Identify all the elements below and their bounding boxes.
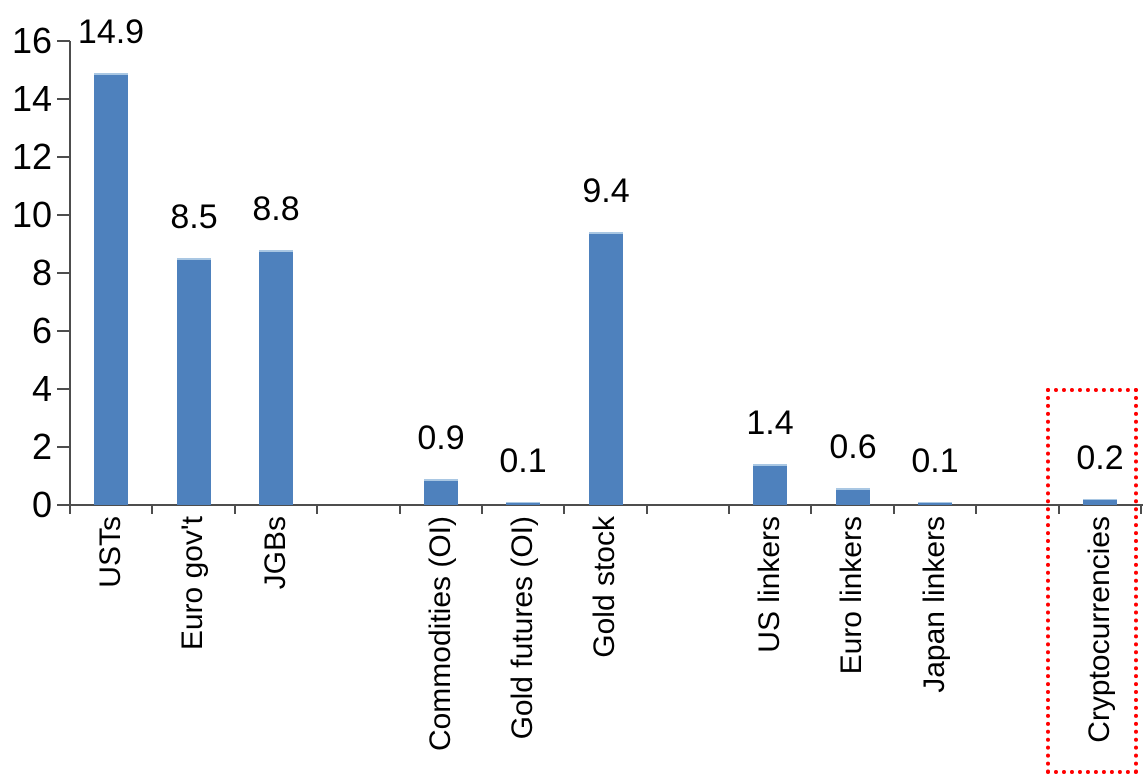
x-axis-tick [892,505,895,514]
x-axis-category-label: US linkers [729,516,811,780]
y-axis-tick [57,156,70,158]
y-axis-line [69,41,71,507]
y-axis-tick-label: 16 [11,20,52,61]
bar-value-label: 1.4 [746,404,794,442]
x-axis-tick [728,505,731,514]
x-axis-category-label-text: Euro gov't [176,516,209,651]
x-axis-tick [316,505,319,514]
x-axis-category-label: Japan linkers [894,516,976,780]
y-axis-tick-label: 10 [11,194,52,235]
bar [753,464,787,505]
y-axis-tick-label: 14 [11,78,52,119]
y-axis-tick [57,214,70,216]
x-axis-tick [151,505,154,514]
y-axis-tick-label: 0 [31,484,52,525]
x-axis-line [69,504,1143,506]
x-axis-category-label: Gold futures (OI) [482,516,564,780]
bar [1083,499,1117,505]
x-axis-tick [1057,505,1060,514]
y-axis-tick [57,446,70,448]
x-axis-tick [1140,505,1142,514]
x-axis-category-label: JGBs [235,516,317,780]
bar-value-label: 0.1 [499,442,547,480]
bar [259,250,293,505]
x-axis-category-label-text: Euro linkers [835,516,868,675]
x-axis-category-label: Euro linkers [811,516,893,780]
bar [836,488,870,505]
x-axis-category-label-text: USTs [94,516,127,588]
x-axis-tick [645,505,648,514]
y-axis-tick [57,504,70,506]
y-axis-tick-label: 4 [31,368,52,409]
x-axis-tick [563,505,566,514]
bar [589,232,623,505]
y-axis-tick-label: 12 [11,136,52,177]
x-axis-tick [69,505,71,514]
x-axis-category-label: USTs [70,516,152,780]
x-axis-category-label-text: Gold futures (OI) [506,516,539,740]
bar-value-label: 0.2 [1076,439,1124,477]
y-axis-tick [57,330,70,332]
y-axis-tick [57,98,70,100]
bar-value-label: 9.4 [582,172,630,210]
bar-value-label: 0.6 [829,428,877,466]
x-axis-category-label-text: US linkers [753,516,786,653]
y-axis-tick-label: 2 [31,426,52,467]
bar [177,258,211,505]
bar-value-label: 0.1 [911,442,959,480]
x-axis-tick [398,505,401,514]
x-axis-category-label-text: Japan linkers [918,516,951,693]
x-axis-category-label: Commodities (OI) [400,516,482,780]
y-axis-tick-label: 6 [31,310,52,351]
bar-value-label: 0.9 [417,419,465,457]
bar [94,73,128,505]
x-axis-category-label: Euro gov't [152,516,234,780]
bar-value-label: 8.8 [252,190,300,228]
x-axis-tick [233,505,236,514]
x-axis-category-label-text: Gold stock [588,516,621,658]
x-axis-category-label-text: Commodities (OI) [424,516,457,752]
y-axis-tick [57,40,70,42]
y-axis-tick-label: 8 [31,252,52,293]
bar-value-label: 14.9 [77,13,145,51]
bar-value-label: 8.5 [170,198,218,236]
x-axis-tick [480,505,483,514]
x-axis-tick [810,505,813,514]
x-axis-category-label-text: JGBs [259,516,292,590]
y-axis-tick [57,388,70,390]
bar [918,502,952,505]
x-axis-category-label: Gold stock [564,516,646,780]
red-dotted-highlight-box [1046,388,1138,774]
bar [424,479,458,505]
y-axis-tick [57,272,70,274]
bar [506,502,540,505]
x-axis-tick [975,505,978,514]
